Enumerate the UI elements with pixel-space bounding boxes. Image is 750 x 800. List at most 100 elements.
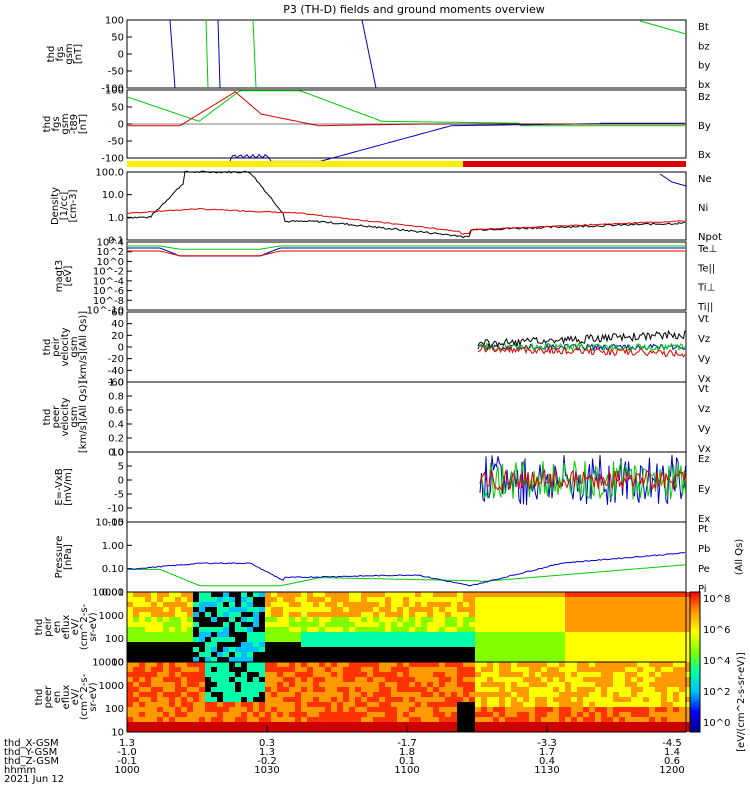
ytick-label-pressure-0: 10.00 (95, 518, 124, 529)
ytick-label-e-field-2: 0 (118, 476, 124, 487)
ytick-label-peir-en-eflux-2: 100 (105, 634, 124, 645)
ytick-label-e-field-3: -5 (114, 490, 124, 501)
ylabel-fgs-gsm-minus-t89-1: fgs (51, 116, 62, 131)
right-label-pressure: (All Qs) (734, 539, 745, 576)
ephem-value-2-1: -0.2 (257, 756, 277, 767)
ytick-label-temperature-3: 10^-2 (93, 267, 124, 278)
ylabel-fgs-gsm-nT-2: gsm (64, 43, 75, 64)
ytick-label-peir-velocity-0: 60 (111, 308, 124, 319)
Npot-trace (659, 173, 687, 187)
ytick-label-peer-en-eflux-2: 100 (105, 704, 124, 715)
legend-e-field-0: Ez (698, 454, 710, 465)
legend-temperature-0: Te⊥ (697, 244, 717, 255)
ylabel-peir-velocity-3: gsm (69, 336, 80, 357)
legend-fgs-gsm-nT-3: bx (698, 80, 710, 91)
legend-peer-velocity-1: Vz (698, 404, 710, 415)
chart-title: P3 (TH-D) fields and ground moments over… (283, 3, 545, 16)
ephem-label-2: thd_Z-GSM (4, 756, 59, 767)
ylabel-peir-velocity-1: peir (51, 336, 62, 356)
ephem-value-0-3: -3.3 (537, 738, 557, 749)
ytick-label-fgs-gsm-minus-t89-4: -100 (101, 154, 124, 165)
panel-frame-temperature (126, 241, 687, 311)
ytick-label-peer-velocity-2: 0.6 (108, 406, 124, 417)
panel-frame-pressure (126, 521, 687, 593)
legend-fgs-gsm-nT-0: Bt (698, 22, 709, 33)
ephem-value-3-4: 1200 (659, 765, 684, 776)
legend-density-0: Ne (698, 174, 712, 185)
ytick-label-fgs-gsm-minus-t89-2: 0 (118, 120, 124, 131)
ephem-value-0-1: 0.3 (259, 738, 275, 749)
ylabel-temperature-0: magt3 (54, 260, 65, 293)
spectrogram-peer (127, 662, 691, 732)
ylabel-fgs-gsm-minus-t89-4: [nT] (78, 114, 89, 134)
ytick-label-peer-velocity-4: 0.2 (108, 434, 124, 445)
mode-bar-slow (127, 161, 463, 167)
ytick-label-fgs-gsm-minus-t89-0: 100 (105, 86, 124, 97)
Ni-trace (126, 170, 686, 239)
ephem-value-2-0: -0.1 (117, 756, 137, 767)
Ey-trace (479, 460, 686, 501)
ephem-value-0-0: 1.3 (119, 738, 135, 749)
ephem-value-3-0: 1000 (114, 765, 139, 776)
ylabel-pressure-1: [nPa] (63, 544, 74, 570)
spectrogram-peir (127, 592, 691, 662)
ytick-label-peir-velocity-6: -60 (108, 378, 124, 389)
ytick-label-temperature-4: 10^-4 (93, 276, 124, 287)
legend-fgs-gsm-nT-2: by (698, 61, 710, 72)
legend-density-1: Ni (698, 203, 708, 214)
legend-density-2: Npot (698, 232, 722, 243)
ytick-label-peir-en-eflux-3: 10 (111, 658, 124, 669)
Vt-trace (477, 329, 686, 348)
Pi-trace (127, 552, 686, 587)
ylabel-e-field-0: E=-VxB (54, 468, 65, 505)
ephem-value-3-3: 1130 (534, 765, 559, 776)
legend-peer-velocity-0: Vt (698, 384, 709, 395)
ytick-label-pressure-1: 1.00 (102, 541, 124, 552)
colorbar-tick-1: 10^6 (703, 625, 730, 636)
legend-peer-velocity-3: Vx (698, 444, 711, 455)
ylabel-peir-en-eflux-6: sr-eV) (88, 612, 99, 641)
ylabel-peir-velocity-4: [km/s](All Qs)] (78, 311, 89, 383)
ytick-label-temperature-6: 10^-8 (93, 296, 124, 307)
legend-peir-velocity-2: Vy (698, 354, 711, 365)
legend-peir-velocity-3: Vx (698, 374, 711, 385)
ytick-label-e-field-1: 5 (118, 462, 124, 473)
ylabel-peer-velocity-4: [km/s](All Qs)] (78, 381, 89, 453)
ylabel-peir-en-eflux-2: en (52, 621, 63, 634)
date-label: 2021 Jun 12 (4, 774, 64, 785)
ephem-label-0: thd_X-GSM (4, 738, 59, 749)
panels: 100500-50-100thdfgsgsm[nT]Btbzbybx100500… (34, 16, 747, 752)
ylabel-fgs-gsm-nT-3: [nT] (73, 44, 84, 64)
ylabel-peir-velocity-0: thd (42, 339, 53, 356)
ylabel-fgs-gsm-minus-t89-2: gsm (60, 113, 71, 134)
mode-bar-fast (463, 161, 686, 167)
ephem-value-1-2: 1.8 (399, 747, 415, 758)
ytick-label-peir-velocity-5: -40 (108, 366, 124, 377)
ylabel-peer-en-eflux-1: peer (43, 685, 54, 709)
ephem-value-2-4: 0.6 (664, 756, 680, 767)
ytick-label-temperature-7: 10^-10 (87, 306, 124, 317)
ytick-label-temperature-1: 10^2 (97, 247, 124, 258)
ephem-value-1-1: 1.3 (259, 747, 275, 758)
ytick-label-peer-velocity-0: 1.0 (108, 378, 124, 389)
by-trace-b (252, 19, 257, 89)
ytick-label-fgs-gsm-minus-t89-3: -50 (108, 137, 124, 148)
legend-fgs-gsm-minus-t89-2: Bx (698, 150, 711, 161)
bx-trace-c (361, 19, 377, 89)
ylabel-fgs-gsm-nT-1: fgs (55, 46, 66, 61)
ephem-value-0-4: -4.5 (662, 738, 682, 749)
ytick-label-peer-velocity-1: 0.8 (108, 392, 124, 403)
legend-temperature-1: Te|| (697, 263, 715, 274)
ylabel-peer-en-eflux-3: eflux (61, 685, 72, 710)
Bz-trace (127, 91, 685, 127)
ylabel-fgs-gsm-nT-0: thd (46, 46, 57, 63)
ylabel-e-field-1: [mV/m] (63, 468, 74, 506)
ytick-label-peir-velocity-3: 0 (118, 343, 124, 354)
ytick-label-peer-en-eflux-1: 1000 (99, 681, 124, 692)
ephem-value-2-2: 0.1 (399, 756, 415, 767)
ylabel-peer-velocity-2: velocity (60, 397, 71, 436)
legend-pressure-2: Pe (698, 564, 710, 575)
ephem-label-3: hhmm (4, 765, 36, 776)
ephem-value-1-3: 1.7 (539, 747, 555, 758)
